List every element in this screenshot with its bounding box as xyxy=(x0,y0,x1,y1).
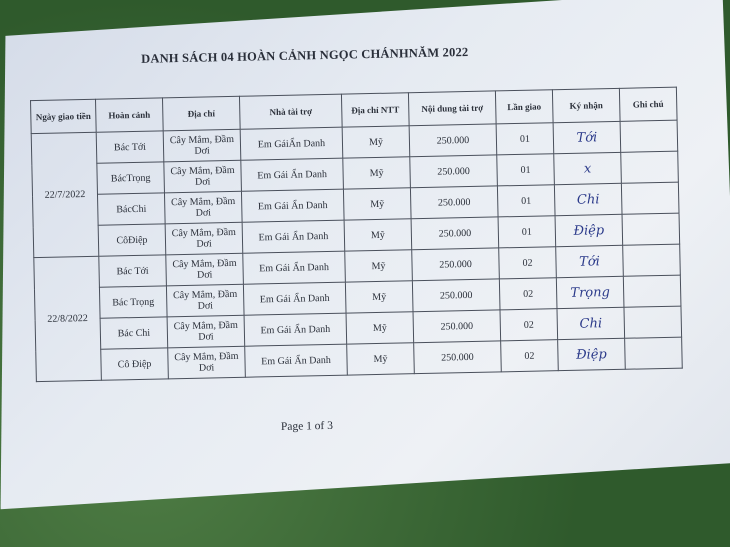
name-cell: BácChi xyxy=(97,193,165,225)
amount-cell: 250.000 xyxy=(413,310,501,343)
name-cell: Bác Tới xyxy=(96,131,164,163)
name-cell: Bác Tới xyxy=(99,255,167,287)
sponsor-addr-cell: Mỹ xyxy=(343,157,411,189)
name-cell: BácTrọng xyxy=(97,162,165,194)
amount-cell: 250.000 xyxy=(409,124,497,157)
sponsor-cell: Em Gái Ẩn Danh xyxy=(241,158,344,191)
sponsor-cell: Em Gái Ẩn Danh xyxy=(245,344,348,377)
name-cell: Bác Trọng xyxy=(99,286,167,318)
amount-cell: 250.000 xyxy=(414,341,502,374)
round-cell: 01 xyxy=(497,154,555,186)
signature-cell: Tới xyxy=(556,245,624,277)
signature-cell: Chi xyxy=(557,307,625,339)
round-cell: 02 xyxy=(499,278,557,310)
address-cell: Cây Mắm, Đầm Dơi xyxy=(164,160,242,193)
note-cell xyxy=(625,337,683,369)
sponsor-cell: Em Gái Ẩn Danh xyxy=(241,189,344,222)
signature-cell: Điệp xyxy=(555,214,623,246)
column-header: Ký nhận xyxy=(552,88,620,122)
sponsor-addr-cell: Mỹ xyxy=(345,250,413,282)
sponsor-cell: Em Gái Ẩn Danh xyxy=(243,282,346,315)
page-footer: Page 1 of 3 xyxy=(280,419,334,433)
sponsor-addr-cell: Mỹ xyxy=(346,312,414,344)
sponsor-cell: Em GáiẨn Danh xyxy=(240,127,343,160)
round-cell: 01 xyxy=(497,185,555,217)
amount-cell: 250.000 xyxy=(412,248,500,281)
column-header: Địa chỉ NTT xyxy=(341,93,409,127)
note-cell xyxy=(620,120,678,152)
column-header: Nội dung tài trợ xyxy=(408,91,496,126)
address-cell: Cây Mắm, Đầm Dơi xyxy=(166,253,244,286)
name-cell: CôĐiệp xyxy=(98,224,166,256)
note-cell xyxy=(621,151,679,183)
amount-cell: 250.000 xyxy=(410,186,498,219)
sponsor-addr-cell: Mỹ xyxy=(344,219,412,251)
column-header: Nhà tài trợ xyxy=(239,94,342,129)
amount-cell: 250.000 xyxy=(410,155,498,188)
note-cell xyxy=(623,244,681,276)
round-cell: 02 xyxy=(501,340,559,372)
note-cell xyxy=(623,275,681,307)
column-header: Lần giao xyxy=(495,90,553,124)
round-cell: 02 xyxy=(499,247,557,279)
note-cell xyxy=(621,182,679,214)
sponsor-addr-cell: Mỹ xyxy=(345,281,413,313)
column-header: Ghi chú xyxy=(619,87,677,121)
amount-cell: 250.000 xyxy=(412,279,500,312)
signature-cell: Điệp xyxy=(558,338,626,370)
round-cell: 01 xyxy=(498,216,556,248)
amount-cell: 250.000 xyxy=(411,217,499,250)
address-cell: Cây Mắm, Đầm Dơi xyxy=(163,129,241,162)
address-cell: Cây Mắm, Đầm Dơi xyxy=(167,315,245,348)
sponsor-addr-cell: Mỹ xyxy=(342,126,410,158)
sponsor-cell: Em Gái Ẩn Danh xyxy=(243,251,346,284)
column-header: Địa chỉ xyxy=(162,96,240,131)
column-header: Ngày giao tiền xyxy=(31,99,97,133)
sponsor-cell: Em Gái Ẩn Danh xyxy=(244,313,347,346)
date-cell: 22/8/2022 xyxy=(34,256,102,381)
sponsor-addr-cell: Mỹ xyxy=(347,343,415,375)
document-title: DANH SÁCH 04 HOÀN CẢNH NGỌC CHÁNHNĂM 202… xyxy=(141,44,469,66)
signature-cell: Trọng xyxy=(556,276,624,308)
sponsor-cell: Em Gái Ẩn Danh xyxy=(242,220,345,253)
paper-document: DANH SÁCH 04 HOÀN CẢNH NGỌC CHÁNHNĂM 202… xyxy=(0,0,730,525)
signature-cell: x xyxy=(554,152,622,184)
note-cell xyxy=(622,213,680,245)
round-cell: 01 xyxy=(496,123,554,155)
note-cell xyxy=(624,306,682,338)
name-cell: Cô Điệp xyxy=(101,348,169,380)
signature-cell: Tới xyxy=(553,121,621,153)
address-cell: Cây Mắm, Đầm Dơi xyxy=(166,284,244,317)
round-cell: 02 xyxy=(500,309,558,341)
date-cell: 22/7/2022 xyxy=(31,132,99,257)
name-cell: Bác Chi xyxy=(100,317,168,349)
signature-cell: Chi xyxy=(554,183,622,215)
recipients-table: Ngày giao tiền Hoàn cảnh Địa chỉ Nhà tài tr… xyxy=(30,87,683,382)
address-cell: Cây Mắm, Đầm Dơi xyxy=(164,191,242,224)
address-cell: Cây Mắm, Đầm Dơi xyxy=(168,346,246,379)
sponsor-addr-cell: Mỹ xyxy=(343,188,411,220)
column-header: Hoàn cảnh xyxy=(95,98,163,132)
address-cell: Cây Mắm, Đầm Dơi xyxy=(165,222,243,255)
